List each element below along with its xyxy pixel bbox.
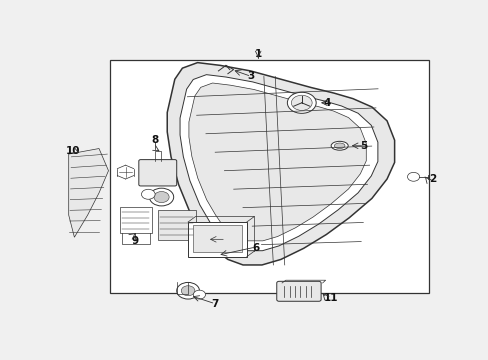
Circle shape (287, 92, 316, 113)
Circle shape (193, 290, 205, 299)
Text: 6: 6 (252, 243, 259, 253)
Text: 9: 9 (131, 237, 138, 246)
Circle shape (407, 172, 419, 181)
Text: 5: 5 (360, 141, 367, 151)
Text: 8: 8 (151, 135, 159, 145)
Text: 1: 1 (254, 49, 261, 59)
Circle shape (291, 95, 311, 111)
Circle shape (176, 283, 199, 299)
FancyBboxPatch shape (139, 159, 176, 186)
Bar (188, 222, 246, 257)
Circle shape (149, 188, 173, 206)
Ellipse shape (330, 141, 347, 150)
Bar (120, 207, 152, 233)
Ellipse shape (334, 143, 344, 149)
Circle shape (154, 192, 169, 203)
Text: 10: 10 (65, 146, 80, 156)
Circle shape (141, 189, 155, 199)
FancyBboxPatch shape (276, 281, 321, 301)
Polygon shape (167, 63, 394, 265)
Circle shape (181, 286, 195, 296)
Text: 7: 7 (210, 299, 218, 309)
Polygon shape (68, 149, 108, 237)
Polygon shape (180, 75, 377, 251)
Bar (110, 60, 428, 293)
Text: 3: 3 (246, 72, 254, 81)
Bar (192, 225, 242, 252)
Text: 2: 2 (428, 174, 435, 184)
Text: 11: 11 (323, 293, 337, 303)
Polygon shape (188, 83, 366, 241)
Bar (158, 210, 195, 240)
Text: 4: 4 (323, 98, 330, 108)
